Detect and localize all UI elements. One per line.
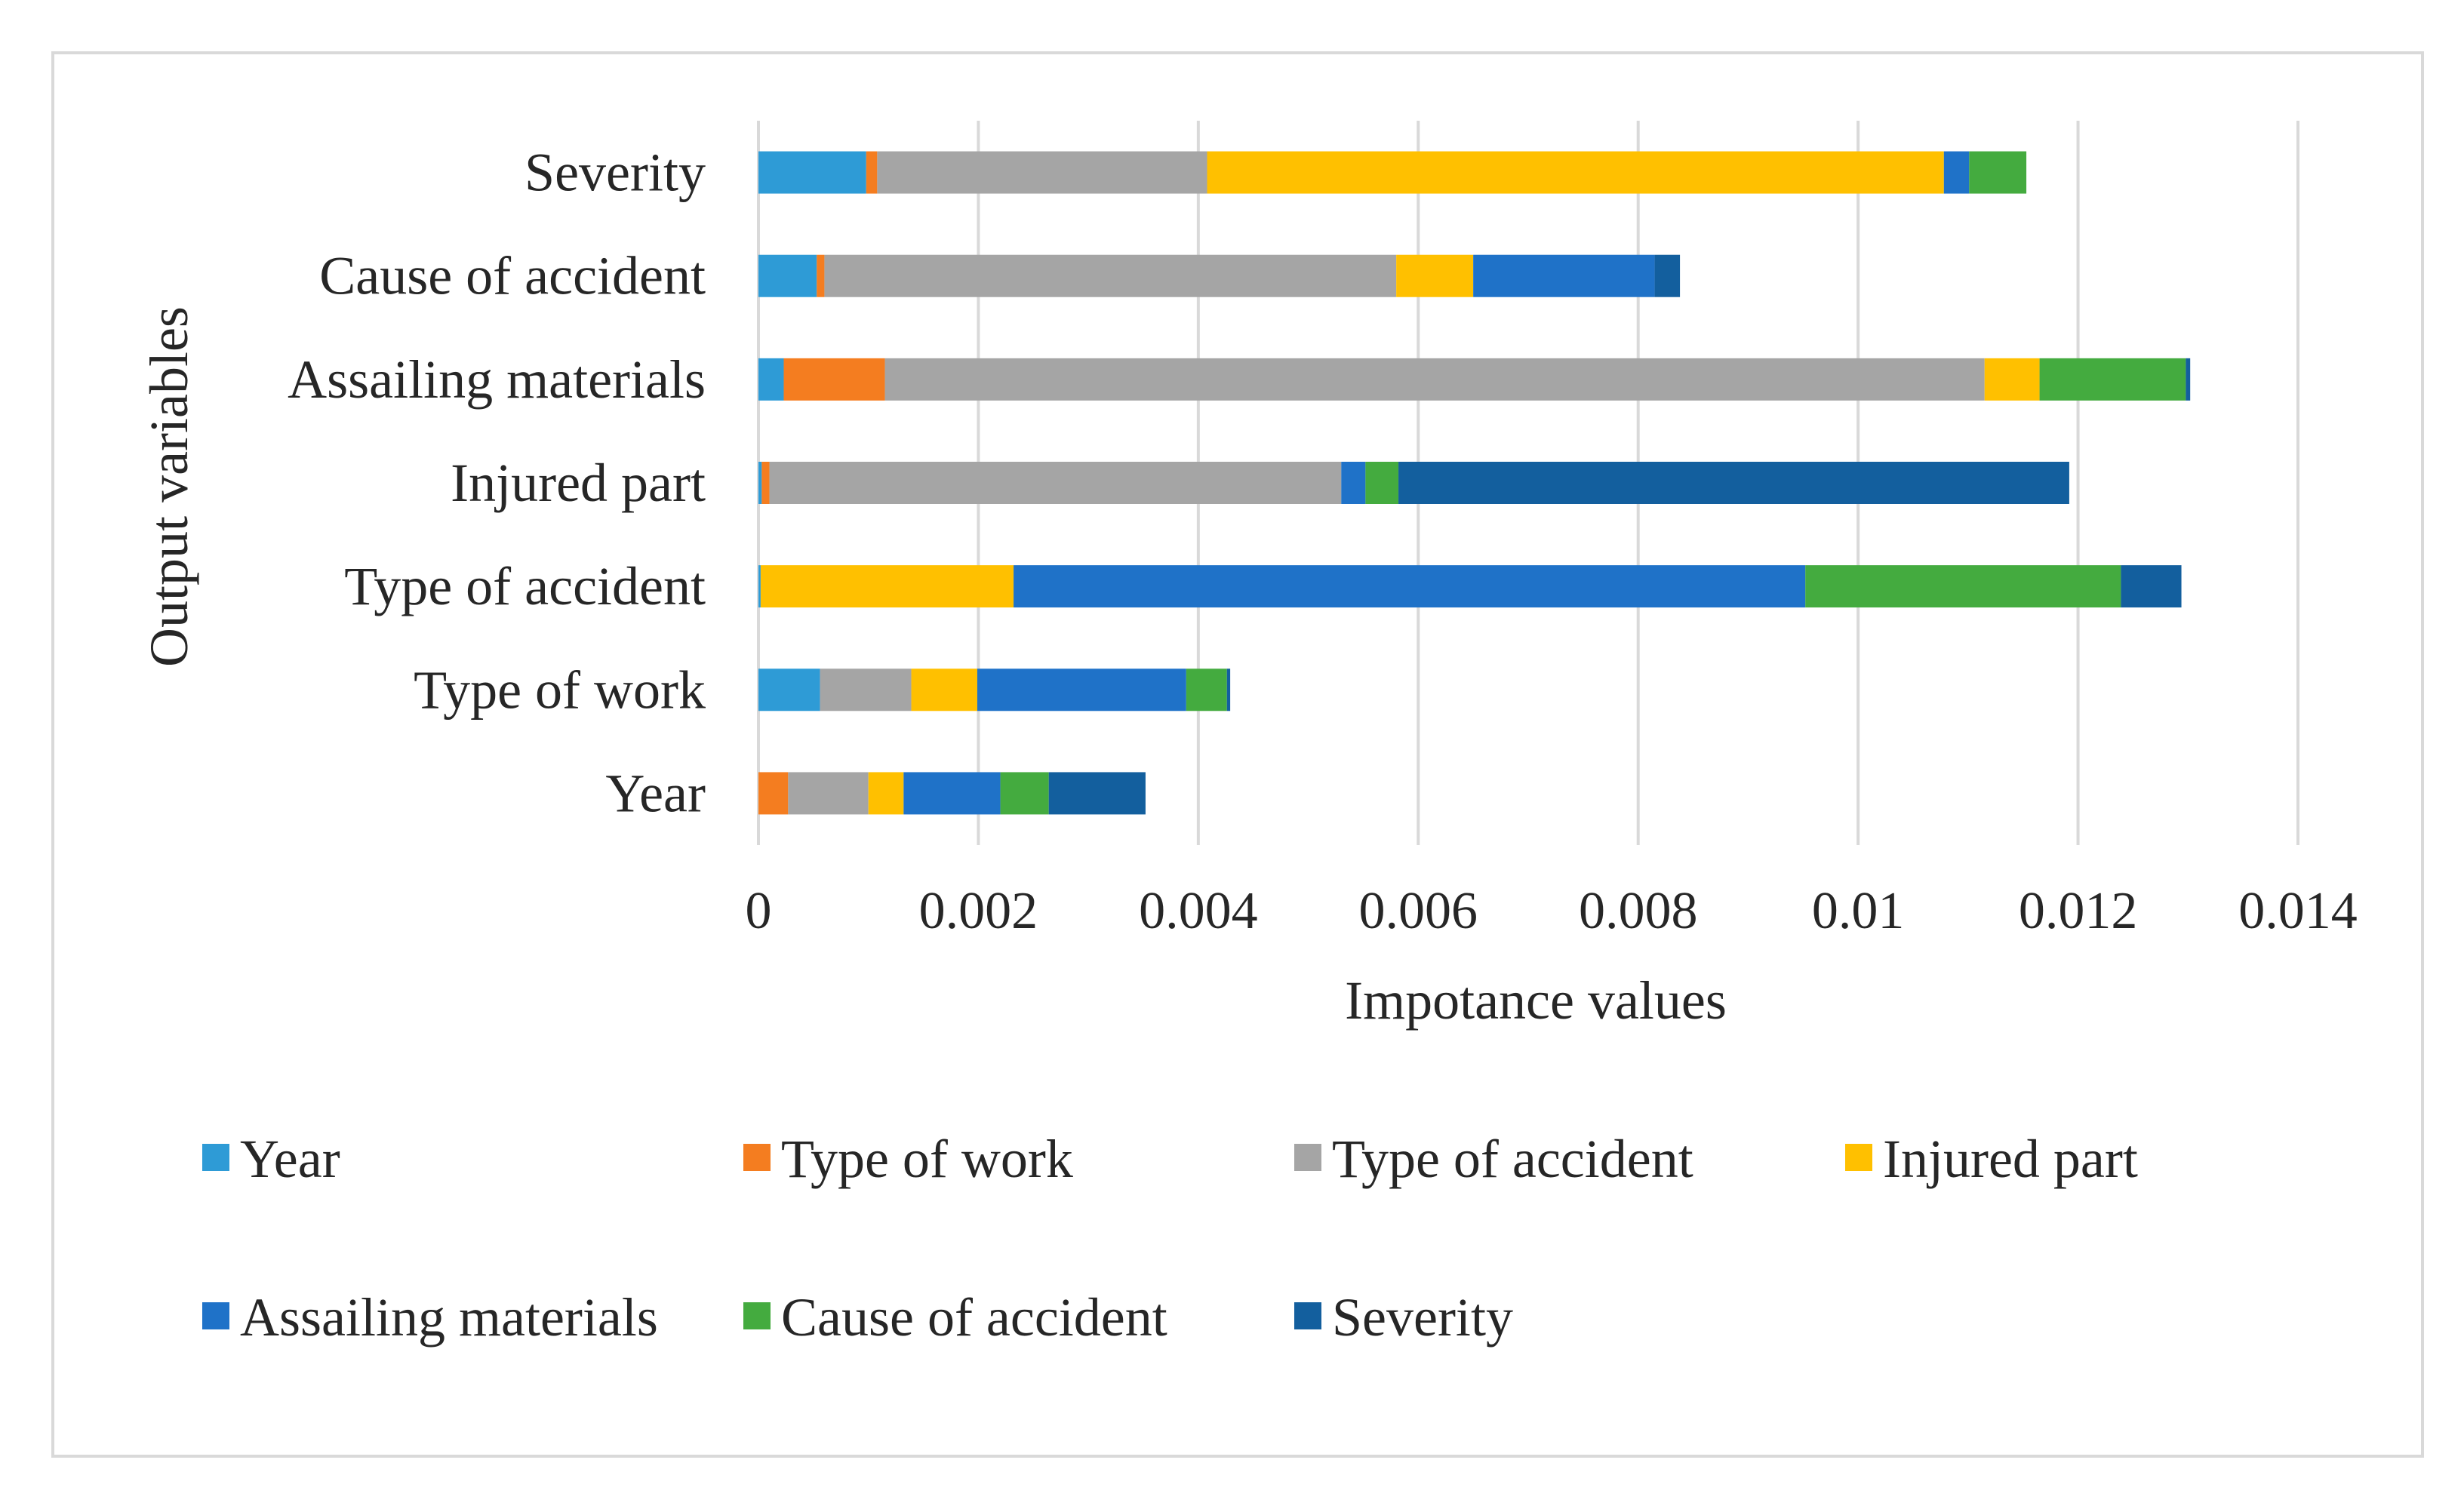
bar-segment <box>761 462 770 504</box>
x-tick-label: 0 <box>746 882 772 940</box>
legend-swatch <box>1294 1144 1321 1171</box>
bar-segment <box>903 772 1001 815</box>
legend-swatch <box>202 1144 229 1171</box>
bar-segment <box>1207 151 1944 194</box>
y-axis-title: Output variables <box>139 306 199 667</box>
legend-label: Type of work <box>781 1129 1073 1189</box>
bar-segment <box>1654 254 1681 297</box>
bar-segment <box>1186 668 1227 711</box>
bar-segment <box>1000 772 1049 815</box>
bar-segment <box>977 668 1186 711</box>
bar-segment <box>758 668 820 711</box>
y-category-label: Injured part <box>451 453 706 513</box>
bar-segment <box>824 254 1397 297</box>
bar-segment <box>1396 254 1474 297</box>
legend-label: Assailing materials <box>240 1287 658 1348</box>
bar-segment <box>1984 358 2040 401</box>
bar-segment <box>868 772 904 815</box>
bar-segment <box>1943 151 1970 194</box>
x-tick-label: 0.014 <box>2238 882 2358 940</box>
bar-segment <box>1048 772 1146 815</box>
bar-segment <box>783 358 885 401</box>
x-tick-label: 0.008 <box>1579 882 1698 940</box>
legend-swatch <box>743 1302 771 1329</box>
bar-segment <box>2186 358 2191 401</box>
y-category-label: Assailing materials <box>288 349 706 410</box>
bar-segment <box>1014 565 1806 608</box>
bar-segment <box>866 151 878 194</box>
bar-segment <box>877 151 1207 194</box>
legend-swatch <box>1845 1144 1872 1171</box>
bar-segment <box>817 254 825 297</box>
x-tick-label: 0.01 <box>1812 882 1905 940</box>
bar-segment <box>758 358 784 401</box>
legend-label: Severity <box>1332 1287 1513 1348</box>
legend: Year Type of work Type of accident Injured … <box>202 1129 2138 1348</box>
bar-segment <box>911 668 977 711</box>
bar-segment <box>788 772 869 815</box>
x-tick-label: 0.004 <box>1139 882 1258 940</box>
bar-segment <box>1341 462 1366 504</box>
legend-label: Cause of accident <box>781 1287 1167 1348</box>
legend-swatch <box>202 1302 229 1329</box>
bar-segment <box>758 565 761 608</box>
y-category-label: Severity <box>524 143 706 203</box>
x-axis-ticks: 0 0.002 0.004 0.006 0.008 0.01 0.012 0.014 <box>746 882 2358 940</box>
bar-segment <box>758 151 866 194</box>
bar-segment <box>884 358 1985 401</box>
bar-segment <box>1365 462 1399 504</box>
bar-segment <box>1473 254 1655 297</box>
bar-segment <box>1226 668 1231 711</box>
legend-label: Year <box>240 1129 340 1189</box>
bar-segment <box>820 668 912 711</box>
bar-segment <box>2121 565 2182 608</box>
legend-swatch <box>743 1144 771 1171</box>
bar-segment <box>758 772 789 815</box>
bar-segment <box>1805 565 2121 608</box>
bars <box>758 151 2191 815</box>
y-axis-categories: Severity Cause of accident Assailing mater… <box>288 143 706 824</box>
bar-segment <box>758 462 762 504</box>
x-tick-label: 0.002 <box>919 882 1038 940</box>
y-category-label: Type of work <box>414 659 706 720</box>
legend-label: Injured part <box>1883 1129 2138 1189</box>
y-category-label: Cause of accident <box>319 246 706 306</box>
x-tick-label: 0.006 <box>1359 882 1478 940</box>
bar-segment <box>2039 358 2186 401</box>
bar-segment <box>760 565 1014 608</box>
y-category-label: Type of accident <box>344 556 706 616</box>
bar-segment <box>758 254 817 297</box>
bar-segment <box>1969 151 2027 194</box>
x-axis-title: Impotance values <box>1345 970 1727 1031</box>
bar-segment <box>769 462 1342 504</box>
legend-label: Type of accident <box>1332 1129 1693 1189</box>
bar-segment <box>1398 462 2069 504</box>
x-tick-label: 0.012 <box>2019 882 2138 940</box>
y-category-label: Year <box>605 763 706 823</box>
legend-swatch <box>1294 1302 1321 1329</box>
